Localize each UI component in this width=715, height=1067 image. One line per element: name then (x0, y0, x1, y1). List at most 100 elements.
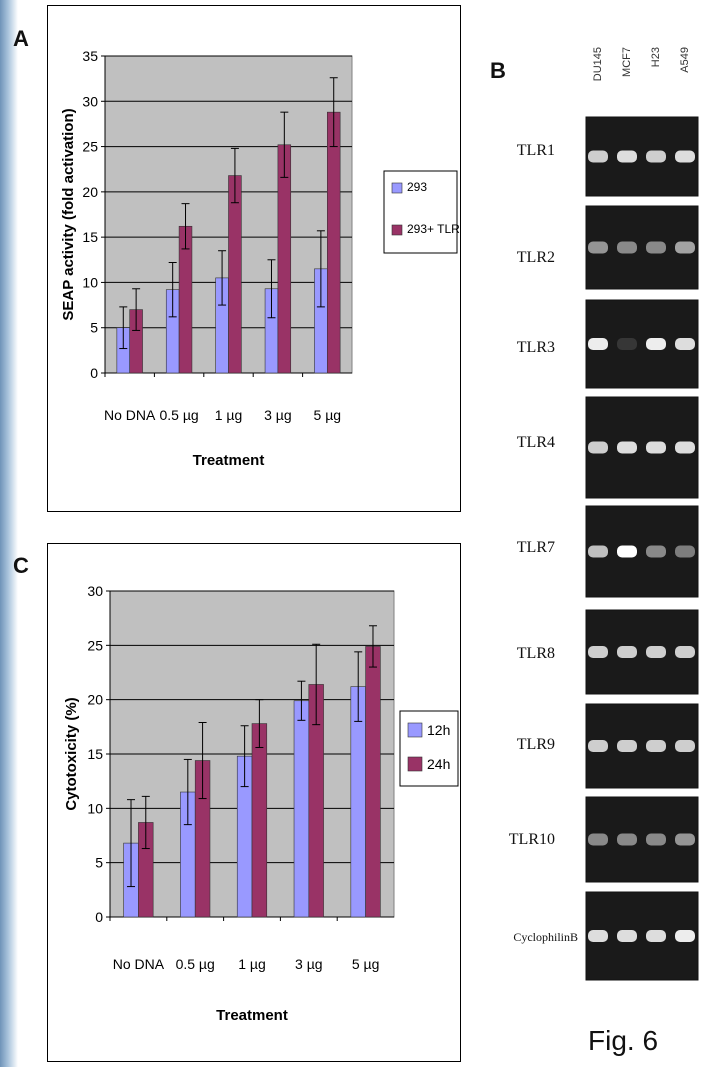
gel-box (585, 396, 699, 499)
chart-c-frame: 0 5 10 15 20 25 30 No DNA 0.5 µg 1 µg 3 µg 5 µg Trea… (47, 543, 461, 1062)
gene-label: TLR1 (517, 142, 555, 159)
y-tick-label: 30 (82, 93, 98, 109)
gene-label: TLR7 (517, 539, 555, 556)
y-axis-title: Cytotoxicity (%) (63, 697, 80, 810)
legend-swatch (407, 722, 423, 738)
y-tick-label: 30 (87, 583, 103, 599)
bar-293-tlr9 (277, 144, 292, 374)
x-tick-label: 3 µg (295, 956, 323, 972)
legend-label: 24h (427, 756, 450, 772)
legend-swatch (391, 182, 403, 194)
bar-24h (251, 723, 268, 918)
x-tick-label: No DNA (113, 956, 165, 972)
gel-band (646, 833, 666, 846)
gel-band (588, 930, 608, 942)
gel-band (588, 646, 608, 658)
gel-box (585, 609, 699, 695)
gel-band (646, 930, 666, 942)
x-tick-label: No DNA (104, 407, 156, 423)
gel-band (617, 441, 637, 454)
gene-label: CyclophilinB (513, 930, 578, 944)
x-tick-label: 1 µg (238, 956, 266, 972)
x-tick-label: 3 µg (264, 407, 292, 423)
gel-band (646, 740, 666, 752)
panel-label-b: B (490, 58, 506, 83)
legend-swatch (391, 224, 403, 236)
legend-label: 293 (407, 180, 427, 194)
bar-24h (365, 646, 381, 918)
gel-band (588, 441, 608, 454)
figure-label: Fig. 6 (588, 1025, 659, 1056)
bar-293-tlr9 (228, 175, 242, 374)
x-axis-title: Treatment (193, 452, 265, 469)
y-tick-label: 0 (95, 909, 103, 925)
gel-band (675, 441, 695, 454)
gel-box (585, 703, 699, 789)
y-tick-label: 35 (82, 48, 98, 64)
gene-label: TLR10 (509, 831, 555, 848)
y-tick-label: 20 (82, 184, 98, 200)
gel-band (617, 833, 637, 846)
page-edge-shading (0, 0, 18, 1067)
chart-a: 0 5 10 15 20 25 30 35 No DNA 0.5 µg 1 µg 3 µg 5 µg Tr… (60, 48, 467, 469)
y-tick-label: 15 (82, 229, 98, 245)
gel-band (646, 441, 666, 454)
gel-band (675, 646, 695, 658)
gel-band (646, 241, 666, 254)
gel-band (675, 241, 695, 254)
gel-box (585, 891, 699, 981)
y-tick-label: 10 (87, 800, 103, 816)
gel-band (588, 740, 608, 752)
gel-band (675, 338, 695, 350)
legend-label: 12h (427, 722, 450, 738)
y-tick-label: 20 (87, 692, 103, 708)
gel-band (675, 545, 695, 558)
gel-box (585, 796, 699, 883)
gel-box (585, 116, 699, 197)
y-tick-label: 25 (82, 139, 98, 155)
gel-box (585, 205, 699, 290)
x-tick-label: 0.5 µg (159, 407, 198, 423)
x-tick-label: 5 µg (352, 956, 380, 972)
gel-band (646, 338, 666, 350)
x-axis-title: Treatment (216, 1007, 288, 1024)
gel-band (588, 833, 608, 846)
gene-label: TLR2 (517, 249, 555, 266)
y-axis-title: SEAP activity (fold activation) (60, 108, 77, 320)
y-tick-label: 0 (90, 365, 98, 381)
gel-box (585, 505, 699, 598)
bar-293-tlr9 (326, 111, 341, 374)
gel-band (617, 150, 637, 163)
panel-label-a: A (13, 26, 29, 51)
gel-band (617, 545, 637, 558)
gel-band (675, 833, 695, 846)
gel-band (646, 646, 666, 658)
lane-label: DU145 (592, 47, 604, 81)
gel-band (588, 150, 608, 163)
gel-box (585, 299, 699, 389)
y-tick-label: 5 (95, 855, 103, 871)
gel-band (675, 930, 695, 942)
chart-a-frame: 0 5 10 15 20 25 30 35 No DNA 0.5 µg 1 µg 3 µg 5 µg Tr… (47, 5, 467, 512)
y-tick-label: 5 (90, 320, 98, 336)
lane-label: A549 (679, 47, 691, 73)
gel-band (675, 150, 695, 163)
chart-c: 0 5 10 15 20 25 30 No DNA 0.5 µg 1 µg 3 µg 5 µg Trea… (63, 583, 459, 1024)
y-tick-label: 10 (82, 274, 98, 290)
gel-band (646, 150, 666, 163)
gel-band (617, 930, 637, 942)
gel-band (617, 338, 637, 350)
lane-label: H23 (650, 47, 662, 67)
bar-12h (293, 700, 310, 918)
gel-band (588, 338, 608, 350)
legend-box (399, 710, 459, 787)
gel-band (617, 740, 637, 752)
gene-label: TLR3 (517, 339, 555, 356)
y-tick-label: 25 (87, 637, 103, 653)
x-tick-label: 1 µg (215, 407, 243, 423)
x-tick-label: 5 µg (314, 407, 342, 423)
gel-band (617, 646, 637, 658)
gel-band (617, 241, 637, 254)
gel-band (646, 545, 666, 558)
gene-label: TLR4 (517, 434, 555, 451)
